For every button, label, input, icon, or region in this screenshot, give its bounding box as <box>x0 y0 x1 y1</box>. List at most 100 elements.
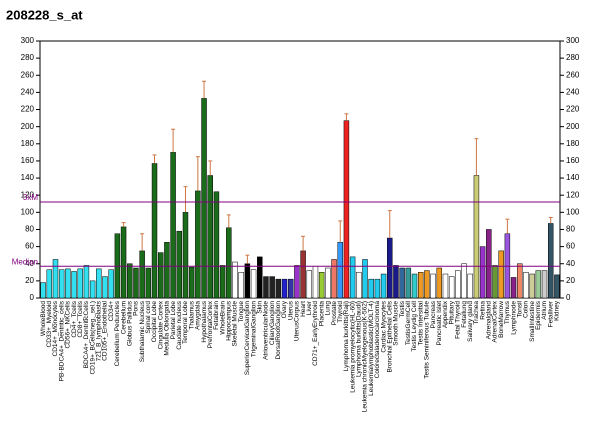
bar <box>219 265 226 299</box>
bar <box>250 269 257 299</box>
x-tick-label: Pancreas <box>430 300 437 328</box>
x-tick-label: Thymus <box>504 300 511 324</box>
x-tick-label: Temporal Lobe <box>182 301 189 344</box>
x-tick-label: Skin <box>256 301 263 314</box>
bar <box>269 276 275 299</box>
x-tick-label: Spinal cord <box>145 301 152 334</box>
bar <box>356 272 362 299</box>
y2-tick-label: 220 <box>566 105 580 114</box>
chart-title: 208228_s_at <box>6 7 83 22</box>
x-tick-label: Fetal Thyroid <box>455 301 462 339</box>
y-tick-label: 180 <box>21 139 35 148</box>
y2-tick-label: 100 <box>566 207 580 216</box>
bar <box>108 269 114 299</box>
x-tick-label: Cerebellum <box>120 301 127 334</box>
bar <box>120 226 127 299</box>
x-tick-label: Fetallung <box>461 301 468 328</box>
bar <box>362 259 368 299</box>
y2-tick-label: 200 <box>566 122 580 131</box>
x-tick-label: Skeletal Muscle <box>232 301 239 347</box>
y-tick-label: 280 <box>21 53 35 62</box>
bar <box>541 270 548 299</box>
bar <box>213 191 220 299</box>
y2-tick-label: 180 <box>566 139 580 148</box>
x-tick-label: Medulla Oblongata <box>164 301 171 356</box>
x-tick-label: AtrioventricularNode <box>263 301 270 360</box>
y2-tick-label: 120 <box>566 190 580 199</box>
bar <box>182 212 189 299</box>
bar <box>83 265 90 299</box>
x-tick-label: Trachea <box>473 301 480 325</box>
x-tick-label: CD4+_Tcells <box>71 300 78 337</box>
x-tick-label: Tonsil <box>516 300 523 317</box>
bar <box>139 250 145 299</box>
bar <box>455 270 461 299</box>
bar <box>145 267 152 299</box>
x-tick-label: Thalamus <box>188 300 195 329</box>
bar <box>374 278 381 299</box>
bar <box>257 256 263 299</box>
bar <box>133 267 139 299</box>
x-tick-label: Subthalamic Nucleus <box>139 300 146 362</box>
bar <box>331 259 337 299</box>
bar <box>510 277 517 299</box>
bar <box>430 273 436 299</box>
x-tick-label: Liver <box>306 300 313 315</box>
x-tick-label: Placenta <box>318 301 325 327</box>
bar <box>52 259 59 299</box>
bar <box>411 273 418 299</box>
bar <box>492 265 498 299</box>
bar <box>294 265 300 299</box>
bar <box>238 272 244 299</box>
bar <box>151 163 158 299</box>
x-tick-label: Pons <box>133 300 140 316</box>
y2-tick-label: 20 <box>566 276 575 285</box>
bar <box>157 252 164 299</box>
y-tick-label: 80 <box>25 225 34 234</box>
x-tick-label: UterusCorpus <box>294 300 301 341</box>
x-tick-label: Bronchial Epithelial Cells <box>386 300 393 372</box>
x-tick-label: Colon <box>523 301 530 318</box>
x-tick-label: WholeBlood <box>40 301 47 336</box>
y-tick-label: 160 <box>21 156 35 165</box>
x-tick-label: Colorectaladenocarcinoma <box>374 301 381 379</box>
x-tick-label: Retina <box>479 301 486 320</box>
x-tick-label: Parietal Lobe <box>170 301 177 340</box>
x-tick-label: Globus Pallidus <box>126 300 133 346</box>
bar <box>232 261 238 299</box>
bar <box>337 242 343 299</box>
x-tick-label: Smooth Muscle <box>393 301 400 346</box>
x-tick-label: Lymphnode <box>510 301 517 335</box>
y2-tick-label: 280 <box>566 53 580 62</box>
bar <box>281 278 288 299</box>
bar <box>176 230 183 299</box>
bar <box>188 266 195 299</box>
x-tick-label: BoneMarrow <box>498 301 505 338</box>
bar <box>195 190 201 299</box>
bar <box>554 274 560 299</box>
bar <box>275 278 282 299</box>
x-tick-label: Ovary <box>281 300 288 318</box>
bar <box>486 229 492 299</box>
bar <box>424 270 430 299</box>
plot-frame <box>39 40 561 299</box>
x-tick-label: TrigeminalGanglion <box>250 301 257 358</box>
x-tick-label: Testis <box>399 300 406 317</box>
bar <box>306 270 313 299</box>
y2-tick-label: 140 <box>566 173 580 182</box>
bar <box>300 250 306 299</box>
y-tick-label: 260 <box>21 70 35 79</box>
bar <box>263 276 269 299</box>
bar <box>65 268 71 299</box>
bar <box>89 280 96 299</box>
y-tick-label: 240 <box>21 88 35 97</box>
y-tick-label: 120 <box>21 190 35 199</box>
y2-tick-label: 40 <box>566 259 575 268</box>
bar <box>461 263 467 299</box>
y2-tick-label: 240 <box>566 88 580 97</box>
x-tick-label: CD14+_Monocytes <box>52 300 59 356</box>
x-tick-label: Salivary gland <box>467 301 474 342</box>
bar <box>77 268 83 299</box>
x-tick-label: Leukemialymphoblastic(MOLT-4) <box>368 301 375 396</box>
bar <box>535 270 542 299</box>
